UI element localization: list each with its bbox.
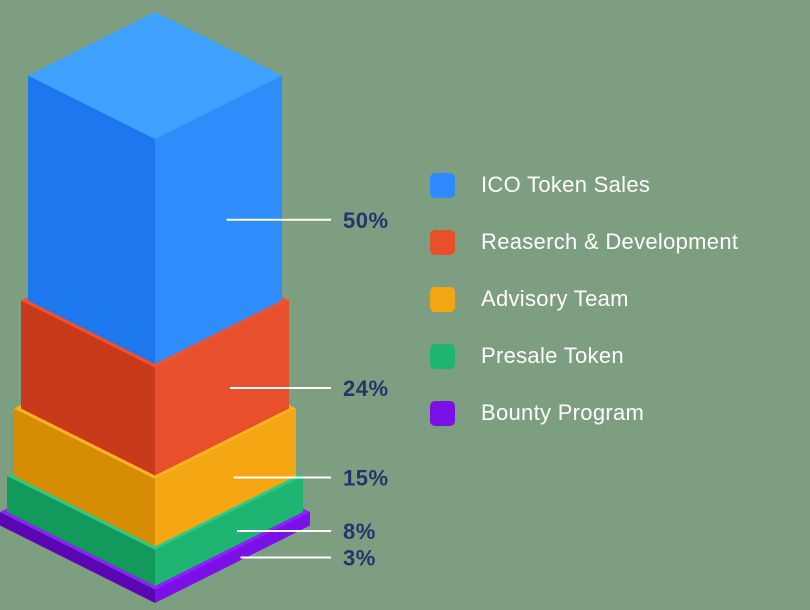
- legend-item-ico-token-sales: ICO Token Sales: [430, 172, 738, 198]
- bounty-program-right-face: [155, 512, 310, 603]
- reaserch-development-left-face: [21, 300, 155, 476]
- presale-token-right-face: [155, 476, 303, 586]
- reaserch-development-right-face: [155, 300, 289, 476]
- bounty-program-left-face: [0, 512, 155, 603]
- pct-label-advisory-team: 15%: [343, 466, 389, 491]
- advisory-team-swatch: [430, 286, 455, 312]
- pct-label-bounty-program: 3%: [343, 546, 376, 571]
- legend-item-bounty-program: Bounty Program: [430, 400, 738, 426]
- ico-token-sales-right-face: [155, 75, 282, 364]
- reaserch-development-swatch: [430, 229, 455, 255]
- legend-label: Presale Token: [481, 343, 624, 368]
- pct-label-ico-token-sales: 50%: [343, 208, 389, 233]
- ico-token-sales-swatch: [430, 172, 455, 198]
- pct-label-presale-token: 8%: [343, 519, 376, 544]
- presale-token-swatch: [430, 343, 455, 369]
- legend-label: Bounty Program: [481, 400, 645, 425]
- legend-item-presale-token: Presale Token: [430, 343, 738, 369]
- presale-token-left-face: [7, 476, 155, 586]
- advisory-team-left-face: [14, 408, 155, 547]
- legend-label: Reaserch & Development: [481, 229, 739, 254]
- bounty-program-swatch: [430, 400, 455, 426]
- pct-label-reaserch-development: 24%: [343, 376, 389, 401]
- advisory-team-right-face: [155, 408, 296, 547]
- legend: ICO Token Sales Reaserch & Development Adv…: [430, 172, 738, 426]
- ico-token-sales-left-face: [28, 75, 155, 364]
- legend-item-reaserch-development: Reaserch & Development: [430, 229, 738, 255]
- legend-label: Advisory Team: [481, 286, 629, 311]
- legend-item-advisory-team: Advisory Team: [430, 286, 738, 312]
- legend-label: ICO Token Sales: [481, 172, 651, 197]
